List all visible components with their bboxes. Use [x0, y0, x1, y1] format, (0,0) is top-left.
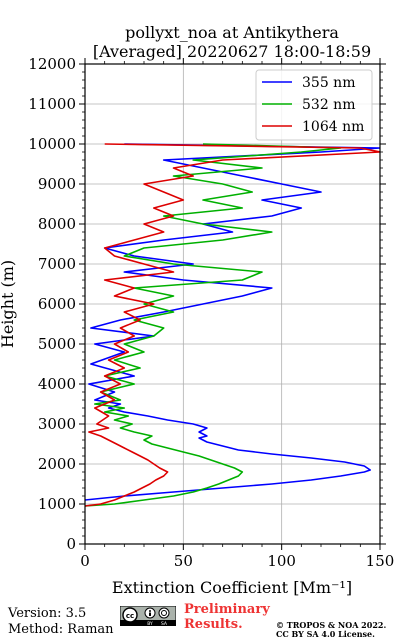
y-tick-label: 9000	[38, 175, 76, 193]
series-line-355-nm	[85, 143, 380, 501]
axis-ticks: 0 50 100 150 0 1000 2000 3000 4000 5000 6000 7000 80…	[28, 55, 394, 570]
chart-title-line2: [Averaged] 20220627 18:00-18:59	[93, 42, 371, 61]
y-tick-label: 2000	[38, 455, 76, 473]
method-label: Method: Raman	[8, 622, 114, 637]
y-axis-label: Height (m)	[0, 260, 17, 348]
y-tick-label: 3000	[38, 415, 76, 433]
x-tick-label: 100	[267, 552, 296, 570]
x-tick-label: 50	[174, 552, 193, 570]
y-tick-label: 5000	[38, 335, 76, 353]
chart-title-line1: pollyxt_noa at Antikythera	[125, 23, 339, 42]
y-tick-label: 1000	[38, 495, 76, 513]
svg-text:cc: cc	[126, 612, 134, 620]
y-tick-label: 12000	[28, 55, 76, 73]
series-line-1064-nm	[85, 143, 380, 507]
extinction-profile-chart: pollyxt_noa at Antikythera [Averaged] 20…	[0, 23, 394, 597]
series-line-532-nm	[85, 143, 342, 507]
series-lines	[85, 143, 380, 507]
legend-label: 355 nm	[302, 75, 355, 91]
copyright-line1: © TROPOS & NOA 2022.	[276, 620, 387, 630]
version-label: Version: 3.5	[8, 606, 87, 621]
legend: 355 nm 532 nm 1064 nm	[255, 69, 373, 141]
y-tick-label: 11000	[28, 95, 76, 113]
svg-text:BY: BY	[147, 621, 153, 626]
legend-label: 532 nm	[302, 97, 355, 113]
preliminary-notice-line1: Preliminary	[184, 602, 270, 617]
y-tick-label: 0	[66, 535, 76, 553]
cc-by-sa-license-icon: cc BY SA	[120, 606, 176, 626]
x-tick-label: 150	[366, 552, 395, 570]
y-tick-label: 10000	[28, 135, 76, 153]
copyright-line2: CC BY SA 4.0 License.	[276, 629, 375, 639]
y-tick-label: 4000	[38, 375, 76, 393]
legend-box	[255, 69, 373, 141]
x-tick-label: 0	[80, 552, 90, 570]
preliminary-notice-line2: Results.	[184, 617, 243, 632]
legend-label: 1064 nm	[302, 119, 364, 135]
y-tick-label: 7000	[38, 255, 76, 273]
y-tick-label: 8000	[38, 215, 76, 233]
svg-text:SA: SA	[161, 621, 168, 626]
y-tick-label: 6000	[38, 295, 76, 313]
x-axis-label: Extinction Coefficient [Mm⁻¹]	[112, 578, 352, 597]
